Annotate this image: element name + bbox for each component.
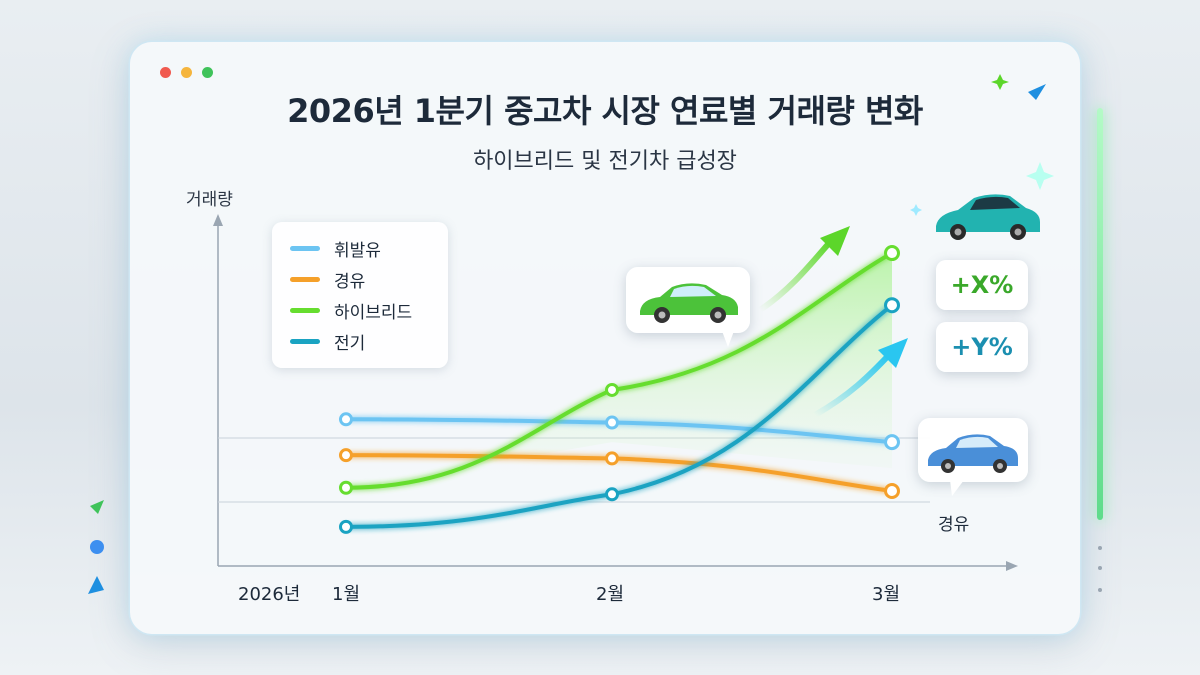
legend-swatch [290, 307, 320, 313]
legend-swatch [290, 338, 320, 344]
data-point-electric [339, 519, 353, 534]
legend-label: 휘발유 [334, 240, 381, 261]
hybrid-trend-arrow [758, 240, 833, 313]
x-tick-label: 1월 [332, 584, 361, 605]
triangle-decor-icon [90, 500, 104, 514]
dot-decor-icon [1098, 588, 1102, 592]
x-axis-year-label: 2026년 [238, 584, 301, 605]
circle-decor-icon [90, 540, 104, 554]
ev-change-badge: +Y% [936, 322, 1028, 372]
data-point-gasoline [884, 434, 900, 451]
sparkle-icon [991, 74, 1009, 90]
data-point-diesel [605, 451, 619, 466]
data-point-hybrid [605, 382, 619, 397]
legend: 휘발유 경유 하이브리드 전기 [272, 222, 448, 368]
hybrid-car-bubble [626, 267, 750, 347]
data-point-diesel [339, 448, 353, 463]
triangle-decor-icon [1028, 84, 1046, 100]
sparkle-icon [1026, 162, 1054, 190]
y-axis-arrow [213, 214, 223, 226]
data-point-electric [884, 297, 900, 314]
triangle-decor-icon [88, 576, 104, 594]
data-point-electric [605, 487, 619, 502]
data-point-hybrid [339, 480, 353, 495]
ev-trend-arrow [813, 353, 891, 418]
dot-decor-icon [1098, 566, 1102, 570]
chart-subtitle: 하이브리드 및 전기차 급성장 [473, 149, 737, 174]
y-axis-label: 거래량 [186, 190, 233, 210]
legend-item-hybrid: 하이브리드 [290, 298, 413, 323]
sparkle-icon [910, 204, 922, 216]
window-dot-yellow [181, 67, 192, 78]
blue-car-icon [928, 434, 1018, 496]
legend-item-electric: 전기 [290, 329, 366, 354]
chart-title: 2026년 1분기 중고차 시장 연료별 거래량 변화 [287, 92, 923, 130]
window-dot-red [160, 67, 171, 78]
green-car-icon [640, 283, 738, 347]
window-dot-green [202, 67, 213, 78]
x-tick-label: 2월 [596, 584, 625, 605]
x-axis-arrow [1006, 561, 1018, 571]
legend-item-gasoline: 휘발유 [290, 236, 381, 261]
gasoline-car-bubble [918, 418, 1028, 496]
legend-label: 전기 [334, 333, 366, 354]
decorative-glow-bar [1097, 108, 1103, 520]
x-tick-label: 3월 [872, 584, 901, 605]
data-point-gasoline [605, 415, 619, 430]
data-point-diesel [884, 483, 900, 500]
ev-trend-arrowhead [878, 338, 908, 368]
hybrid-trend-arrowhead [820, 226, 850, 256]
legend-label: 경유 [334, 271, 366, 292]
legend-swatch [290, 276, 320, 282]
hybrid-change-badge: +X% [936, 260, 1028, 310]
diesel-end-label: 경유 [938, 515, 970, 535]
data-point-gasoline [339, 412, 353, 427]
teal-ev-car-icon [936, 194, 1040, 240]
legend-swatch [290, 245, 320, 251]
data-point-hybrid [884, 245, 900, 262]
legend-label: 하이브리드 [334, 302, 413, 323]
dot-decor-icon [1098, 546, 1102, 550]
legend-item-diesel: 경유 [290, 267, 366, 292]
